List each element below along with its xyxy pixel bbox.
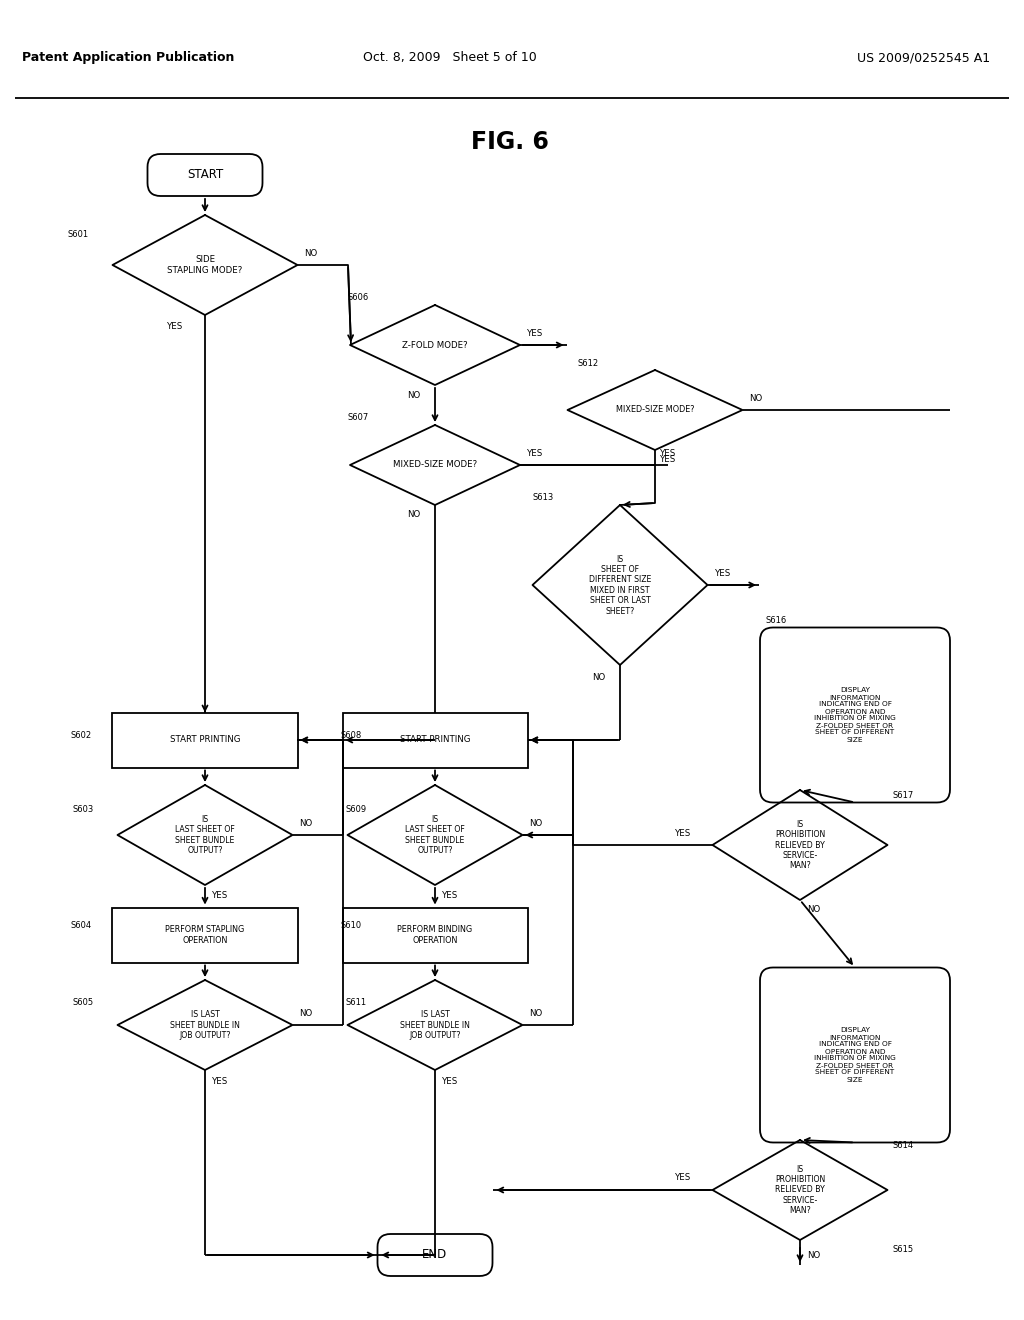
Text: S616: S616: [765, 616, 786, 624]
Text: S603: S603: [73, 805, 94, 814]
Text: MIXED-SIZE MODE?: MIXED-SIZE MODE?: [615, 405, 694, 414]
Text: IS
PROHIBITION
RELIEVED BY
SERVICE-
MAN?: IS PROHIBITION RELIEVED BY SERVICE- MAN?: [775, 1164, 825, 1216]
Text: S614: S614: [893, 1140, 913, 1150]
Text: START PRINTING: START PRINTING: [399, 735, 470, 744]
Text: S604: S604: [71, 920, 91, 929]
Text: SIDE
STAPLING MODE?: SIDE STAPLING MODE?: [167, 255, 243, 275]
Text: FIG. 6: FIG. 6: [471, 129, 549, 154]
Text: YES: YES: [675, 1173, 691, 1183]
Text: START PRINTING: START PRINTING: [170, 735, 241, 744]
Text: NO: NO: [807, 1250, 820, 1259]
Text: S612: S612: [578, 359, 599, 367]
Text: S611: S611: [345, 998, 367, 1007]
Text: IS
SHEET OF
DIFFERENT SIZE
MIXED IN FIRST
SHEET OR LAST
SHEET?: IS SHEET OF DIFFERENT SIZE MIXED IN FIRS…: [589, 554, 651, 615]
Text: NO: NO: [529, 818, 543, 828]
Text: IS LAST
SHEET BUNDLE IN
JOB OUTPUT?: IS LAST SHEET BUNDLE IN JOB OUTPUT?: [170, 1010, 240, 1040]
Text: NO: NO: [407, 511, 420, 520]
Text: YES: YES: [212, 1077, 228, 1086]
Text: S615: S615: [893, 1246, 913, 1254]
Text: Z-FOLD MODE?: Z-FOLD MODE?: [402, 341, 468, 350]
Text: Patent Application Publication: Patent Application Publication: [22, 51, 234, 65]
Text: PERFORM STAPLING
OPERATION: PERFORM STAPLING OPERATION: [165, 925, 245, 945]
Text: S601: S601: [68, 231, 89, 239]
Bar: [342, 908, 527, 962]
Text: NO: NO: [299, 1008, 312, 1018]
Text: S606: S606: [348, 293, 370, 302]
Text: S609: S609: [345, 805, 367, 814]
Text: S610: S610: [341, 920, 361, 929]
Text: YES: YES: [715, 569, 731, 578]
Text: US 2009/0252545 A1: US 2009/0252545 A1: [857, 51, 990, 65]
Text: S602: S602: [71, 730, 91, 739]
Bar: [113, 713, 298, 767]
Text: IS
LAST SHEET OF
SHEET BUNDLE
OUTPUT?: IS LAST SHEET OF SHEET BUNDLE OUTPUT?: [175, 814, 234, 855]
Text: S608: S608: [341, 730, 361, 739]
Text: YES: YES: [442, 1077, 459, 1086]
Text: START: START: [186, 169, 223, 181]
Text: NO: NO: [299, 818, 312, 828]
Text: YES: YES: [675, 829, 691, 837]
Text: S607: S607: [348, 413, 370, 422]
Text: YES: YES: [527, 329, 544, 338]
Text: IS LAST
SHEET BUNDLE IN
JOB OUTPUT?: IS LAST SHEET BUNDLE IN JOB OUTPUT?: [400, 1010, 470, 1040]
Text: END: END: [422, 1249, 447, 1262]
Text: NO: NO: [750, 393, 763, 403]
Text: DISPLAY
INFORMATION
INDICATING END OF
OPERATION AND
INHIBITION OF MIXING
Z-FOLDE: DISPLAY INFORMATION INDICATING END OF OP…: [814, 688, 896, 742]
Text: IS
LAST SHEET OF
SHEET BUNDLE
OUTPUT?: IS LAST SHEET OF SHEET BUNDLE OUTPUT?: [406, 814, 465, 855]
Text: PERFORM BINDING
OPERATION: PERFORM BINDING OPERATION: [397, 925, 472, 945]
Text: NO: NO: [304, 248, 317, 257]
Text: YES: YES: [442, 891, 459, 899]
Text: YES: YES: [527, 449, 544, 458]
Text: MIXED-SIZE MODE?: MIXED-SIZE MODE?: [393, 461, 477, 470]
Text: S605: S605: [73, 998, 93, 1007]
Text: NO: NO: [407, 391, 420, 400]
Text: Oct. 8, 2009   Sheet 5 of 10: Oct. 8, 2009 Sheet 5 of 10: [364, 51, 537, 65]
Text: YES: YES: [660, 449, 676, 458]
Text: YES: YES: [212, 891, 228, 899]
Bar: [342, 713, 527, 767]
Bar: [113, 908, 298, 962]
Text: NO: NO: [807, 906, 820, 915]
Text: IS
PROHIBITION
RELIEVED BY
SERVICE-
MAN?: IS PROHIBITION RELIEVED BY SERVICE- MAN?: [775, 820, 825, 870]
Text: S617: S617: [893, 791, 913, 800]
Text: NO: NO: [529, 1008, 543, 1018]
Text: S613: S613: [532, 494, 554, 503]
Text: DISPLAY
INFORMATION
INDICATING END OF
OPERATION AND
INHIBITION OF MIXING
Z-FOLDE: DISPLAY INFORMATION INDICATING END OF OP…: [814, 1027, 896, 1082]
Text: NO: NO: [592, 672, 605, 681]
Text: YES: YES: [660, 455, 676, 465]
Text: YES: YES: [167, 322, 183, 331]
